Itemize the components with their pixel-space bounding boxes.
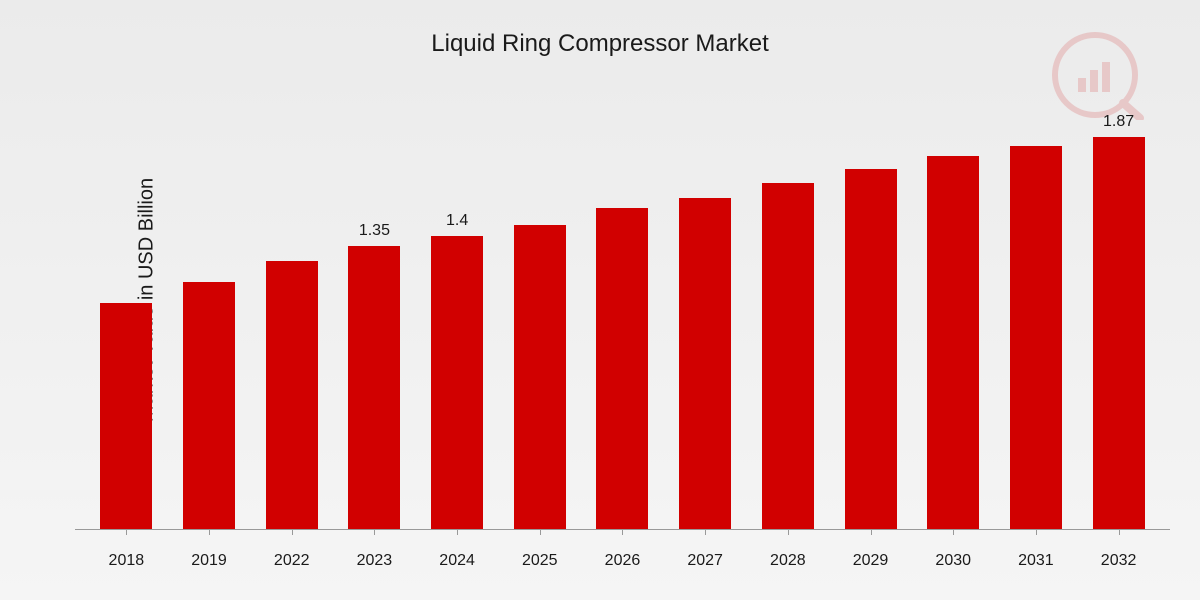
bar-group — [85, 110, 168, 529]
bar-2019 — [183, 282, 235, 529]
x-label: 2018 — [85, 552, 168, 570]
x-label: 2027 — [664, 552, 747, 570]
x-label: 2022 — [250, 552, 333, 570]
x-label: 2024 — [416, 552, 499, 570]
bar-2025 — [514, 225, 566, 529]
bar-group: 1.35 — [333, 110, 416, 529]
bar-value-label: 1.87 — [1103, 113, 1134, 131]
bar-group: 1.4 — [416, 110, 499, 529]
bar-group — [912, 110, 995, 529]
x-axis-labels: 2018 2019 2022 2023 2024 2025 2026 2027 … — [75, 552, 1170, 570]
bar-group — [498, 110, 581, 529]
x-label: 2031 — [995, 552, 1078, 570]
bars-container: 1.35 1.4 — [75, 110, 1170, 529]
x-label: 2023 — [333, 552, 416, 570]
bar-group — [581, 110, 664, 529]
bar-value-label: 1.4 — [446, 212, 468, 230]
bar-2022 — [266, 261, 318, 529]
bar-2024 — [431, 236, 483, 529]
bar-group: 1.87 — [1077, 110, 1160, 529]
x-label: 2029 — [829, 552, 912, 570]
bar-group — [250, 110, 333, 529]
x-label: 2032 — [1077, 552, 1160, 570]
bar-2030 — [927, 156, 979, 529]
x-label: 2025 — [498, 552, 581, 570]
x-label: 2030 — [912, 552, 995, 570]
bar-2031 — [1010, 146, 1062, 529]
bar-2026 — [596, 208, 648, 529]
bar-group — [664, 110, 747, 529]
x-label: 2026 — [581, 552, 664, 570]
bar-2027 — [679, 198, 731, 529]
bar-2018 — [100, 303, 152, 529]
x-label: 2019 — [168, 552, 251, 570]
bar-2032 — [1093, 137, 1145, 529]
chart-title: Liquid Ring Compressor Market — [431, 30, 768, 58]
bar-group — [168, 110, 251, 529]
bar-2028 — [762, 183, 814, 529]
chart-area: 1.35 1.4 — [75, 110, 1170, 530]
bar-2029 — [845, 169, 897, 529]
bar-value-label: 1.35 — [359, 222, 390, 240]
x-label: 2028 — [747, 552, 830, 570]
bar-group — [747, 110, 830, 529]
bar-2023 — [348, 246, 400, 529]
bar-group — [995, 110, 1078, 529]
bar-group — [829, 110, 912, 529]
